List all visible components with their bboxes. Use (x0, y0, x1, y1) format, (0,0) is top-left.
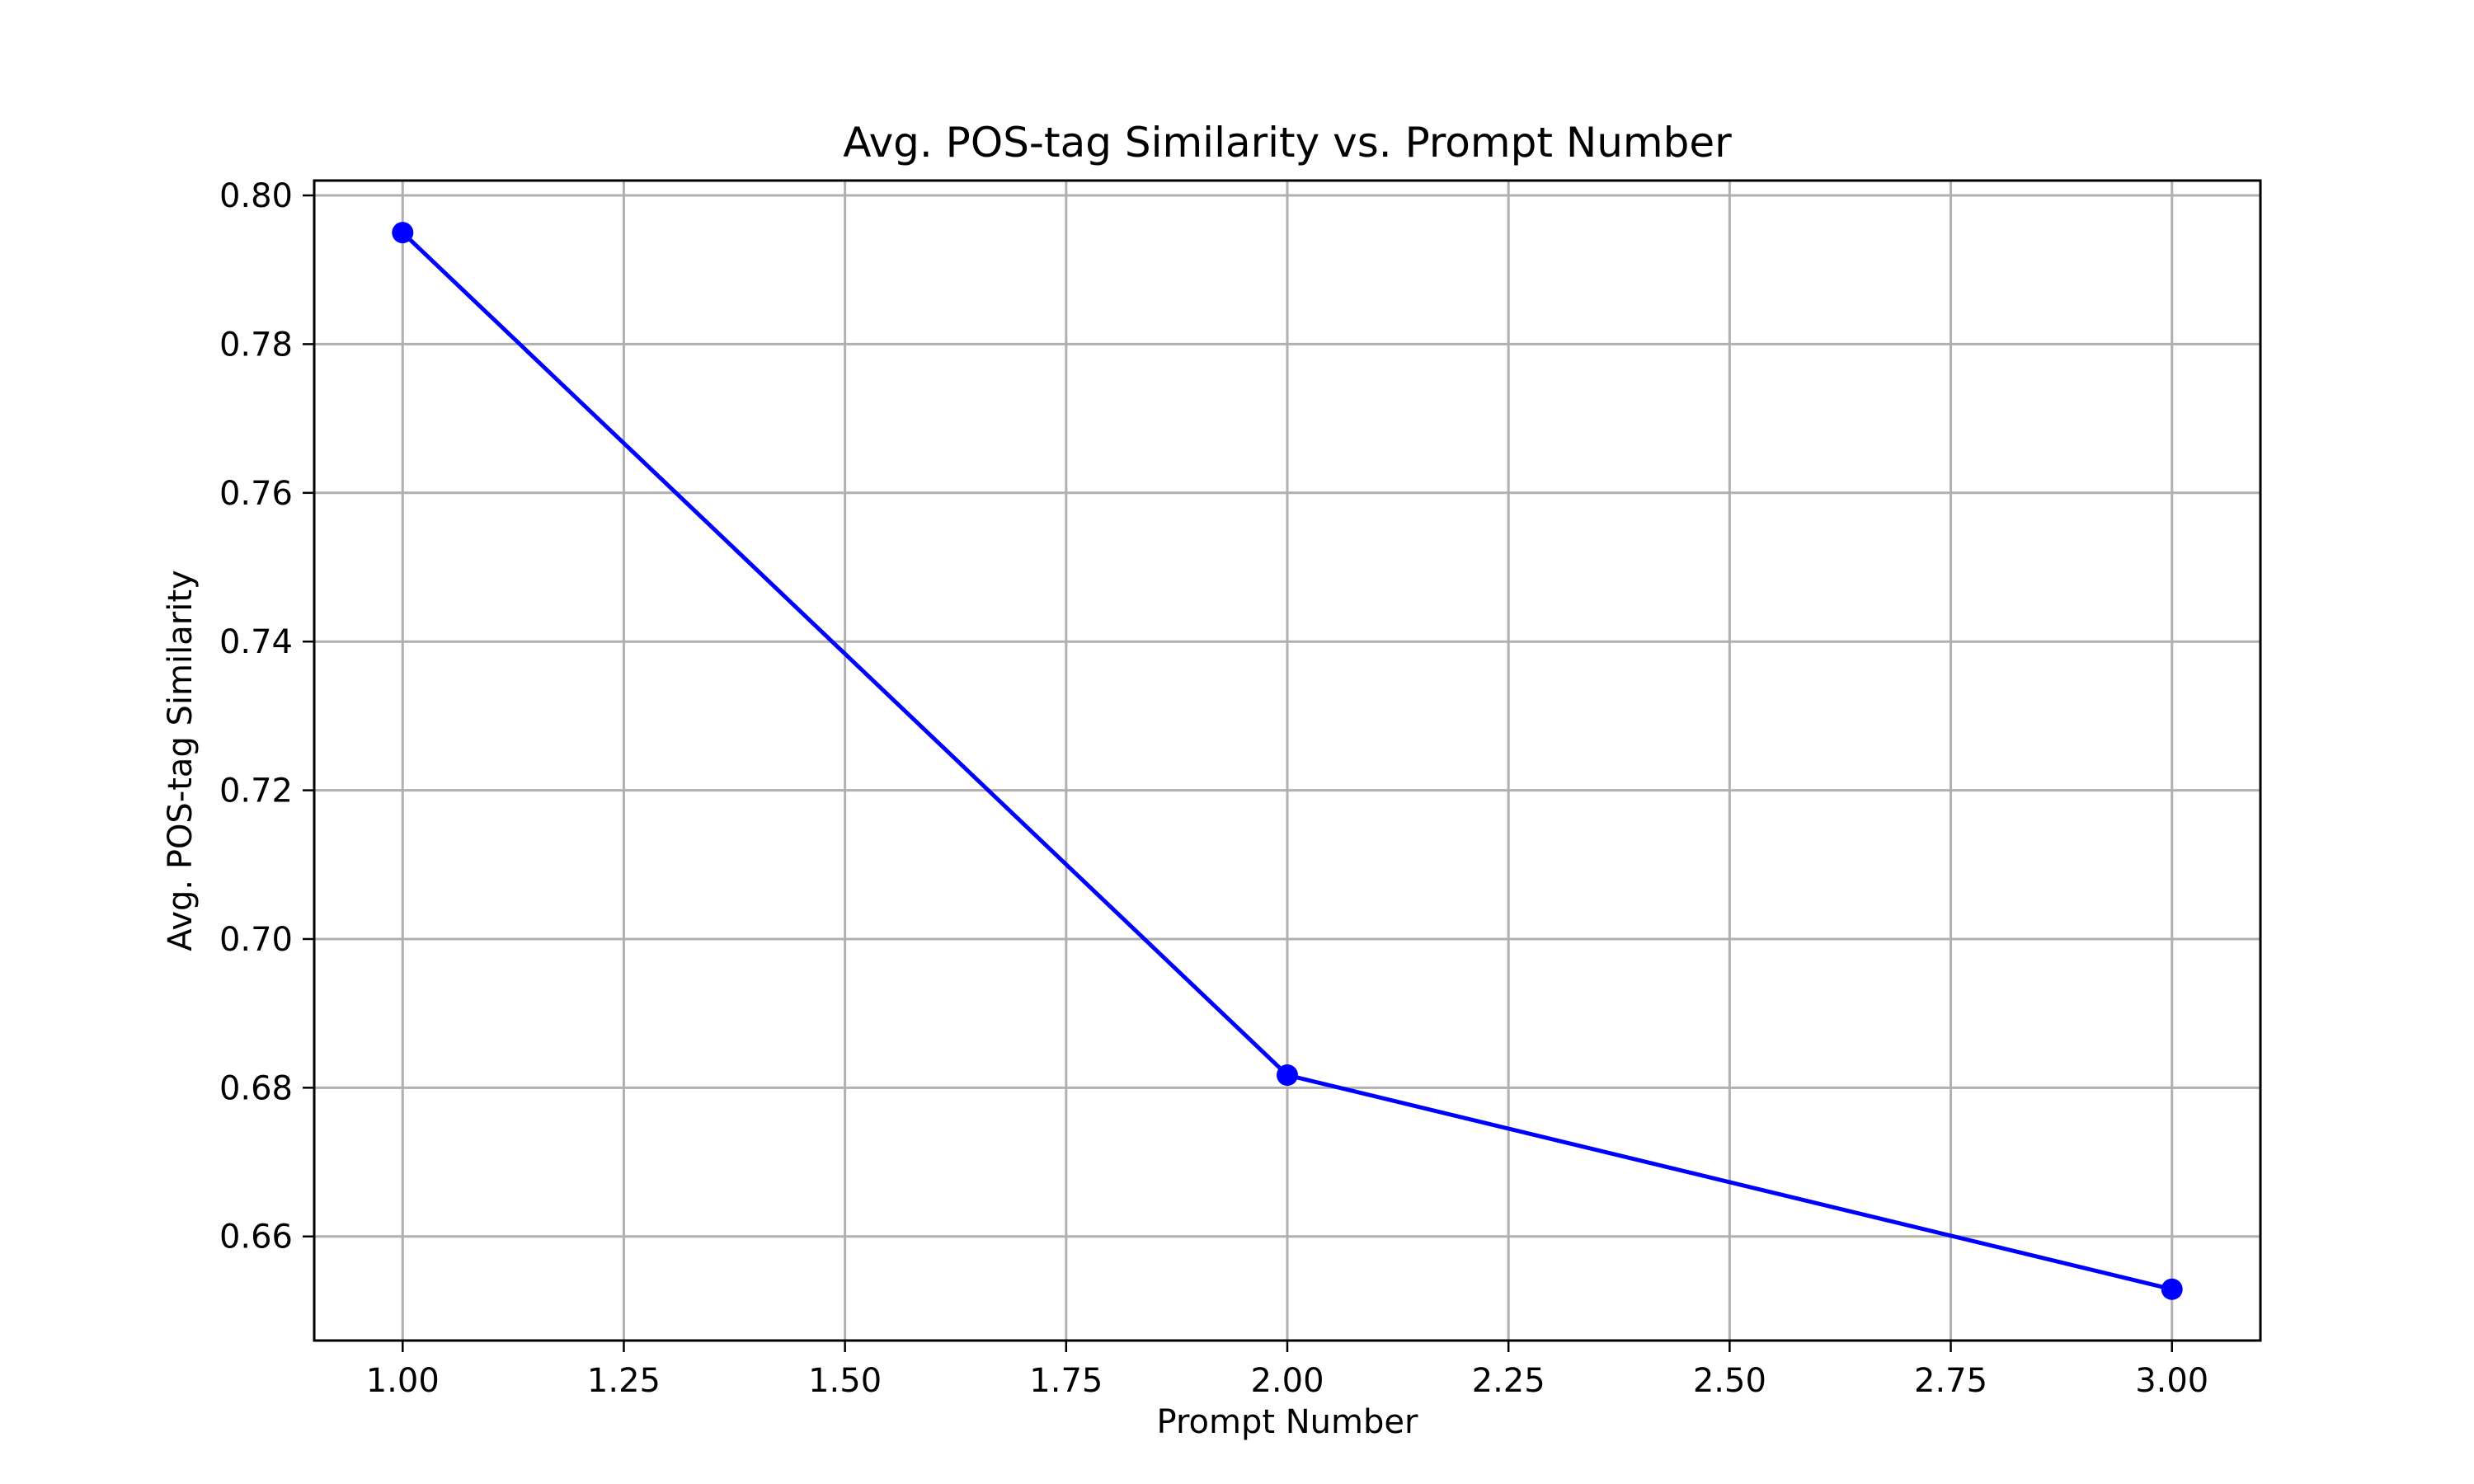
y-tick-label: 0.70 (219, 921, 293, 959)
axis-ticks: 1.00 1.25 1.50 1.75 2.00 2.25 2.50 2.75 3.00 0.66… (219, 177, 2208, 1400)
data-point (2161, 1278, 2183, 1300)
y-tick-label: 0.80 (219, 177, 293, 215)
y-tick-label: 0.66 (219, 1219, 293, 1256)
y-tick-label: 0.72 (219, 773, 293, 810)
y-tick-label: 0.74 (219, 623, 293, 661)
chart-title: Avg. POS-tag Similarity vs. Prompt Numbe… (843, 119, 1732, 167)
y-tick-label: 0.68 (219, 1069, 293, 1107)
y-axis-label: Avg. POS-tag Similarity (162, 570, 200, 951)
x-tick-label: 2.25 (1472, 1362, 1545, 1400)
data-point (1277, 1064, 1298, 1087)
data-point (392, 222, 414, 244)
x-tick-label: 2.00 (1250, 1362, 1324, 1400)
grid (314, 181, 2260, 1341)
series-layer (392, 222, 2183, 1300)
y-tick-label: 0.78 (219, 326, 293, 364)
x-tick-label: 1.75 (1029, 1362, 1103, 1400)
x-tick-label: 2.50 (1693, 1362, 1766, 1400)
x-tick-label: 3.00 (2135, 1362, 2208, 1400)
x-tick-label: 1.25 (587, 1362, 661, 1400)
x-tick-label: 1.00 (366, 1362, 440, 1400)
y-tick-label: 0.76 (219, 475, 293, 513)
x-tick-label: 2.75 (1914, 1362, 1987, 1400)
x-tick-label: 1.50 (808, 1362, 882, 1400)
x-axis-label: Prompt Number (1157, 1403, 1418, 1441)
plot-frame (313, 179, 2262, 1342)
